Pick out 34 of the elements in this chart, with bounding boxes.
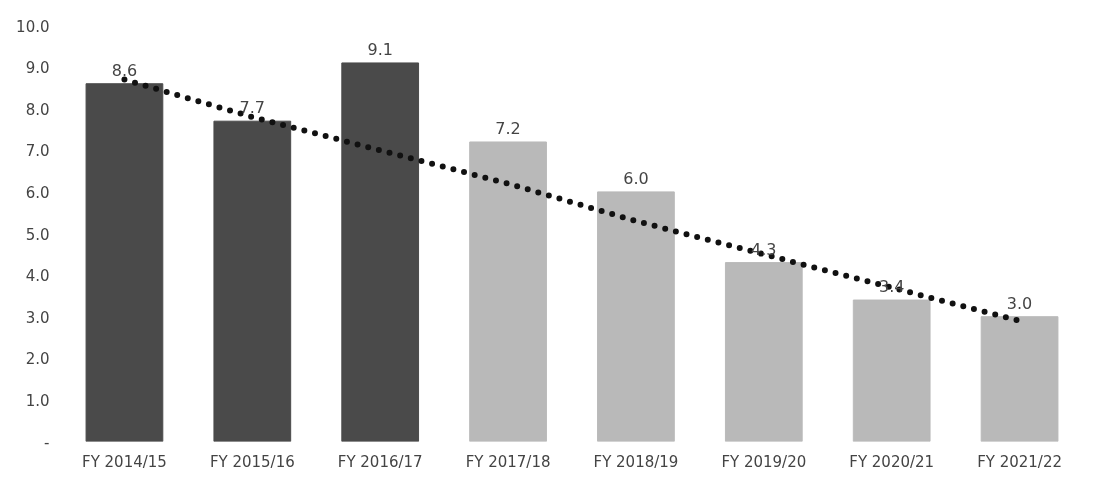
bar [980, 316, 1059, 442]
y-tick-label: 1.0 [25, 391, 50, 410]
x-tick-label: FY 2016/17 [337, 452, 423, 471]
y-tick-label: 9.0 [25, 59, 50, 78]
x-tick-label: FY 2014/15 [82, 452, 167, 471]
bar [213, 120, 292, 442]
y-tick-label: 6.0 [25, 183, 50, 202]
data-label: 9.1 [367, 39, 393, 59]
data-label: 7.2 [495, 118, 521, 138]
bar [469, 141, 547, 442]
y-tick-label: 3.0 [25, 308, 50, 327]
data-label: 7.7 [239, 98, 266, 118]
x-tick-label: FY 2019/20 [721, 452, 807, 471]
y-tick-label: 10.0 [16, 17, 50, 36]
y-tick-label: 8.0 [25, 100, 50, 119]
x-tick-label: FY 2018/19 [593, 452, 679, 471]
data-label: 6.0 [623, 168, 649, 188]
bar [724, 262, 803, 442]
bar [852, 299, 931, 442]
y-tick-label: - [44, 433, 50, 452]
data-label: 3.0 [1006, 293, 1033, 313]
x-tick-label: FY 2020/21 [849, 452, 935, 471]
bar [85, 83, 164, 442]
y-tick-label: 7.0 [25, 142, 50, 161]
x-tick-label: FY 2021/22 [977, 452, 1062, 471]
bar [341, 62, 420, 442]
bar [597, 191, 675, 442]
data-label: 4.3 [751, 239, 777, 259]
x-tick-label: FY 2017/18 [465, 452, 551, 471]
y-tick-label: 5.0 [25, 225, 50, 244]
y-tick-label: 4.0 [25, 267, 50, 286]
data-label: 8.6 [111, 60, 138, 80]
x-tick-label: FY 2015/16 [209, 452, 295, 471]
y-tick-label: 2.0 [25, 350, 50, 369]
